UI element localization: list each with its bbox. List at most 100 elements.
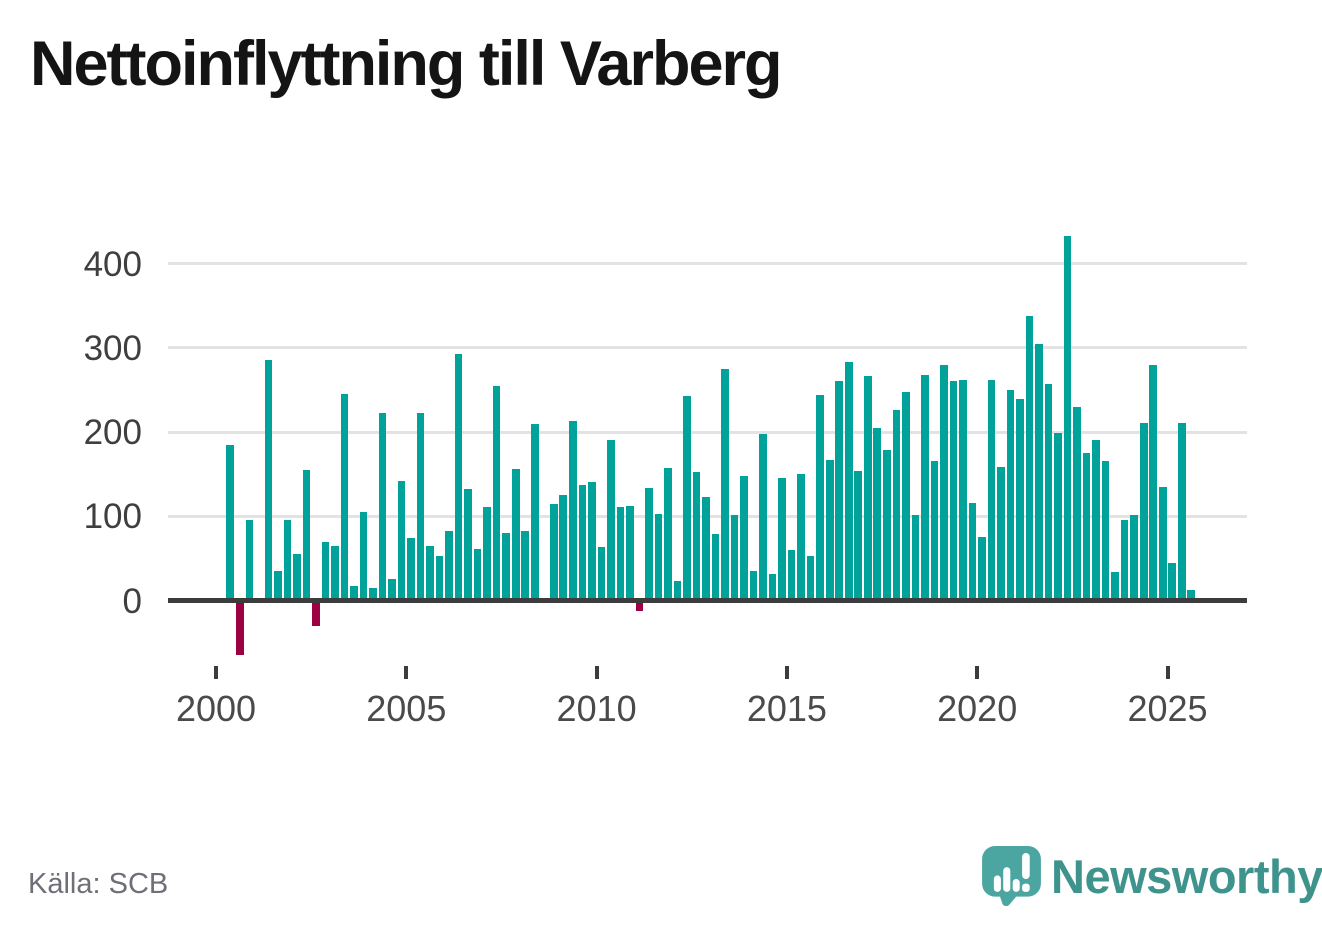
bar-2011Q1 bbox=[635, 600, 644, 612]
gridline-300 bbox=[168, 346, 1247, 350]
bar-2024Q2 bbox=[1139, 422, 1148, 601]
bar-2018Q3 bbox=[921, 374, 929, 601]
bar-2021Q1 bbox=[1016, 399, 1024, 601]
bar-2003Q2 bbox=[340, 394, 349, 601]
bar-2013Q1 bbox=[711, 533, 720, 601]
y-tick-label-200: 200 bbox=[83, 413, 142, 452]
bar-2007Q3 bbox=[502, 533, 510, 601]
bar-2000Q4 bbox=[245, 520, 254, 601]
bar-2005Q1 bbox=[407, 538, 415, 601]
bar-2012Q3 bbox=[692, 471, 701, 601]
bar-2006Q4 bbox=[473, 549, 482, 601]
bar-2022Q3 bbox=[1073, 406, 1081, 601]
bar-2014Q3 bbox=[768, 573, 777, 601]
bar-2000Q3 bbox=[235, 600, 244, 656]
bar-2011Q4 bbox=[664, 468, 672, 601]
bar-2023Q3 bbox=[1111, 571, 1119, 601]
gridline-400 bbox=[168, 262, 1247, 265]
source-note: Källa: SCB bbox=[28, 868, 169, 900]
bar-2014Q4 bbox=[778, 478, 786, 601]
bar-2003Q1 bbox=[331, 545, 339, 601]
bar-2019Q4 bbox=[968, 502, 977, 601]
bar-2001Q2 bbox=[264, 360, 273, 601]
bar-2021Q2 bbox=[1025, 315, 1034, 601]
bar-2020Q4 bbox=[1006, 389, 1015, 601]
x-tick-2005 bbox=[404, 666, 409, 679]
y-tick-label-300: 300 bbox=[83, 328, 142, 368]
x-tick-label-2005: 2005 bbox=[366, 688, 447, 729]
bar-2002Q3 bbox=[312, 600, 320, 626]
bar-2011Q2 bbox=[645, 488, 653, 601]
x-tick-2015 bbox=[784, 666, 789, 679]
bar-2004Q2 bbox=[378, 413, 387, 601]
bar-2017Q1 bbox=[863, 375, 872, 601]
bar-2010Q4 bbox=[626, 506, 634, 601]
bar-2016Q1 bbox=[825, 459, 834, 601]
bar-2007Q4 bbox=[511, 469, 520, 601]
bar-2009Q1 bbox=[559, 495, 568, 601]
bar-2000Q2 bbox=[226, 444, 235, 601]
bar-2012Q2 bbox=[683, 395, 691, 601]
newsworthy-bubble-icon bbox=[982, 846, 1041, 906]
bar-2018Q2 bbox=[911, 514, 920, 601]
bar-2018Q4 bbox=[930, 461, 939, 601]
bar-2004Q1 bbox=[369, 587, 377, 601]
bar-2023Q2 bbox=[1101, 461, 1110, 601]
bar-2013Q2 bbox=[721, 368, 729, 601]
bar-2012Q4 bbox=[702, 496, 710, 601]
bar-2025Q3 bbox=[1187, 589, 1196, 601]
bar-2009Q3 bbox=[578, 485, 587, 601]
bar-2021Q3 bbox=[1035, 343, 1043, 601]
bar-2010Q3 bbox=[616, 506, 625, 601]
bar-2007Q2 bbox=[492, 385, 501, 601]
bar-2007Q1 bbox=[483, 506, 491, 601]
x-tick-2010 bbox=[594, 666, 599, 679]
bar-2020Q3 bbox=[997, 467, 1005, 601]
bar-2017Q3 bbox=[883, 449, 891, 601]
bar-2005Q2 bbox=[416, 413, 425, 601]
bar-2004Q4 bbox=[397, 480, 406, 601]
bar-2011Q3 bbox=[654, 513, 663, 601]
y-tick-label-0: 0 bbox=[122, 581, 142, 621]
bar-2012Q1 bbox=[673, 581, 682, 601]
bar-2005Q3 bbox=[426, 545, 434, 601]
bar-2009Q2 bbox=[569, 421, 577, 601]
bar-2002Q1 bbox=[293, 554, 301, 601]
bar-2009Q4 bbox=[588, 481, 596, 601]
y-tick-label-400: 400 bbox=[83, 244, 142, 284]
newsworthy-logo: Newsworthy bbox=[982, 846, 1322, 906]
bar-2025Q1 bbox=[1168, 562, 1177, 601]
bar-2015Q3 bbox=[806, 555, 815, 601]
bar-2008Q1 bbox=[521, 531, 530, 601]
x-tick-label-2020: 2020 bbox=[937, 688, 1018, 729]
bar-2023Q1 bbox=[1092, 440, 1100, 601]
bar-2001Q3 bbox=[274, 571, 282, 601]
bar-2025Q2 bbox=[1177, 422, 1186, 601]
newsworthy-wordmark: Newsworthy bbox=[1051, 849, 1322, 903]
bar-2015Q4 bbox=[816, 394, 824, 601]
bar-2024Q3 bbox=[1149, 364, 1158, 601]
bar-2006Q3 bbox=[464, 489, 472, 601]
bar-2018Q1 bbox=[902, 392, 910, 601]
y-tick-label-100: 100 bbox=[83, 497, 142, 537]
bar-2006Q1 bbox=[445, 530, 453, 601]
bar-2010Q1 bbox=[597, 547, 606, 601]
bar-2008Q4 bbox=[549, 503, 558, 601]
bar-2014Q2 bbox=[759, 433, 767, 601]
bar-2020Q2 bbox=[987, 379, 996, 601]
bar-2013Q3 bbox=[730, 514, 739, 601]
x-axis-line bbox=[168, 598, 1247, 603]
bar-2019Q3 bbox=[959, 379, 967, 601]
bar-2010Q2 bbox=[607, 440, 615, 601]
x-tick-label-2015: 2015 bbox=[746, 688, 827, 729]
bar-2014Q1 bbox=[749, 571, 758, 601]
bar-2016Q4 bbox=[854, 470, 863, 601]
x-tick-label-2010: 2010 bbox=[556, 688, 637, 729]
gridline-200 bbox=[168, 430, 1247, 434]
bar-2022Q1 bbox=[1054, 432, 1062, 601]
x-tick-label-2025: 2025 bbox=[1127, 688, 1208, 729]
bar-2022Q2 bbox=[1063, 235, 1072, 601]
bar-2002Q2 bbox=[302, 469, 311, 601]
x-tick-2020 bbox=[975, 666, 980, 679]
bar-2024Q1 bbox=[1130, 514, 1138, 601]
